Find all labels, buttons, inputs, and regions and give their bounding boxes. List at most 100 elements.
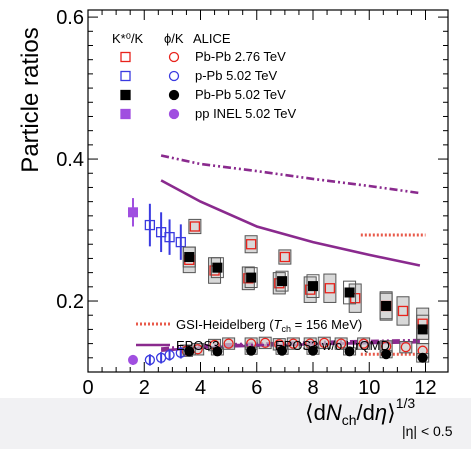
legend-circle-marker — [168, 89, 180, 101]
data-point — [189, 221, 201, 232]
x-tick-label: 4 — [195, 377, 206, 399]
data-point — [260, 337, 271, 349]
x-axis-label: ⟨dNch/dη⟩1/3 — [305, 395, 415, 428]
data-point — [175, 236, 186, 248]
sys-error-box — [275, 270, 289, 292]
y-axis-label: Particle ratios — [17, 27, 44, 172]
legend-square-marker — [120, 70, 131, 82]
series-pb-pb-5-02-tev-kstar — [182, 246, 430, 345]
data-point — [212, 262, 223, 273]
legend-header-kstar: K*⁰/K — [112, 31, 144, 46]
sys-error-box — [306, 274, 320, 298]
sys-error-box — [399, 340, 413, 354]
sys-error-box — [278, 249, 292, 265]
data-point — [381, 349, 392, 360]
x-tick-label: 8 — [307, 377, 318, 399]
x-axis-label-ch: ch — [342, 412, 357, 428]
x-axis-label-exp: 1/3 — [396, 395, 416, 411]
data-point — [246, 272, 257, 283]
data-point — [344, 346, 355, 357]
legend-entry-pbpb502: Pb-Pb 5.02 TeV — [195, 87, 286, 102]
legend-entry-ppb502: p-Pb 5.02 TeV — [195, 68, 277, 83]
data-point — [212, 346, 223, 357]
data-point — [144, 219, 156, 231]
legend-circle-marker — [168, 108, 180, 120]
data-point — [358, 338, 369, 349]
data-point — [246, 345, 257, 356]
y-tick-label: 0.6 — [56, 7, 84, 29]
data-point — [277, 276, 288, 287]
data-point — [223, 338, 234, 349]
legend-entry-pbpb276: Pb-Pb 2.76 TeV — [195, 49, 286, 64]
data-point — [279, 251, 291, 263]
x-tick-label: 10 — [358, 377, 380, 399]
y-tick-label: 0.4 — [56, 149, 84, 171]
data-point — [288, 338, 299, 349]
x-axis-label-eta: η — [375, 400, 387, 425]
x-axis-label-prefix: ⟨d — [305, 400, 326, 425]
data-point — [164, 231, 175, 243]
data-point — [319, 337, 330, 349]
model-legend-gsi: GSI-Heidelberg (Tch = 156 MeV) — [176, 317, 362, 334]
sys-error-box — [317, 336, 331, 350]
axis-ticks: 0 2 4 6 8 10 12 0.2 0.4 0.6 — [56, 7, 448, 399]
epos3-wo-urqmd-kstar-curve — [160, 154, 421, 195]
sys-error-box — [188, 218, 202, 235]
sys-error-box — [222, 337, 236, 350]
data-point — [400, 342, 411, 353]
x-tick-label: 12 — [414, 377, 436, 399]
data-point — [308, 345, 318, 356]
sys-error-box — [396, 296, 410, 326]
data-point — [417, 324, 428, 335]
legend-header-phi: ϕ/K — [164, 31, 184, 46]
data-point — [324, 283, 336, 294]
legend-markers — [120, 51, 270, 347]
series-pp-inel-5-02-tev-kstar — [128, 198, 138, 227]
series-pb-pb-5-02-tev-phi — [182, 345, 430, 363]
x-tick-label: 2 — [139, 377, 150, 399]
epos3-kstar-curve — [160, 179, 421, 267]
sys-error-box — [323, 273, 337, 303]
series-pb-pb-2-76-tev-kstar — [188, 218, 292, 265]
data-point — [344, 287, 355, 298]
model-legend-epos3: EPOS3 — [176, 338, 219, 353]
series-p-pb-5-02-tev-kstar — [144, 203, 186, 260]
data-point — [184, 252, 195, 263]
plot-frame — [87, 9, 449, 373]
x-axis-label-close: ⟩ — [387, 400, 396, 425]
x-tick-label: 0 — [82, 377, 93, 399]
legend-circle-marker — [168, 70, 180, 82]
sys-error-box — [286, 337, 300, 350]
sys-error-box — [343, 280, 357, 305]
y-tick-label: 0.2 — [56, 291, 84, 313]
data-point — [335, 338, 347, 349]
sys-error-box — [357, 337, 371, 350]
data-point — [397, 305, 409, 317]
data-point — [128, 354, 138, 365]
x-tick-label: 6 — [251, 377, 262, 399]
model-legend-epos3-wo-urqmd: EPOS3 w/o UrQMD — [275, 338, 390, 353]
data-point — [245, 239, 257, 250]
data-point — [164, 349, 175, 361]
x-axis-label-n: N — [326, 400, 342, 425]
sys-error-box — [258, 336, 272, 350]
x-axis-label-subscript: |η| < 0.5 — [402, 423, 453, 439]
data-point — [277, 345, 288, 356]
data-point — [308, 281, 318, 292]
series-p-pb-5-02-tev-phi — [144, 347, 186, 366]
x-axis-label-mid: /d — [357, 400, 375, 425]
legend-entry-pp502: pp INEL 5.02 TeV — [195, 106, 297, 121]
data-points — [128, 198, 430, 366]
data-point — [184, 346, 195, 357]
series-pp-inel-5-02-tev-phi — [128, 354, 138, 365]
sys-error-box — [182, 246, 196, 268]
data-point — [128, 207, 138, 218]
plot-frame-rect — [87, 9, 449, 373]
legend-header-alice: ALICE — [193, 31, 231, 46]
sys-error-box — [334, 337, 348, 350]
data-point — [417, 352, 428, 363]
legend-square-marker — [120, 51, 131, 63]
data-point — [144, 354, 156, 366]
sys-error-box — [379, 292, 393, 320]
